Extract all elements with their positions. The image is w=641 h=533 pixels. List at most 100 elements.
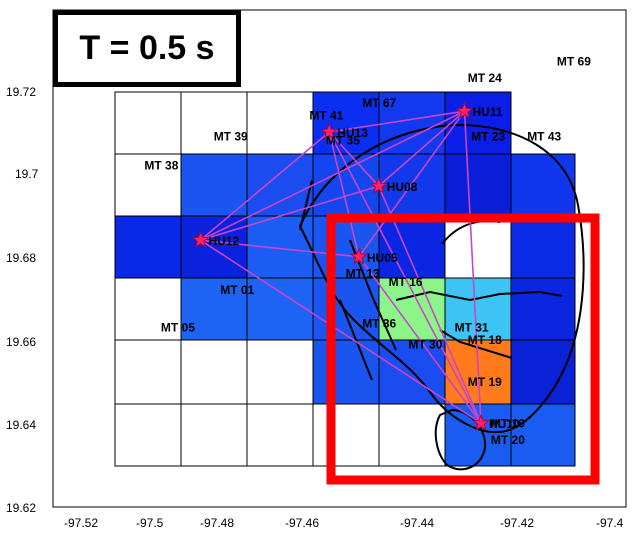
- station-label: MT 01: [220, 283, 254, 297]
- station-label: MT 39: [214, 129, 248, 143]
- y-axis: 19.72 19.7 19.68 19.66 19.64 19.62: [6, 85, 39, 515]
- hypocenter-label: HU10: [489, 417, 520, 431]
- station-label: MT 31: [455, 321, 489, 335]
- cell: [114, 339, 182, 405]
- cell: [180, 339, 248, 405]
- hypocenter-label: HU13: [337, 126, 368, 140]
- station-label: MT 20: [491, 433, 525, 447]
- x-tick-label: -97.5: [136, 516, 164, 530]
- hypocenter-star-icon: [191, 230, 210, 248]
- cell: [444, 91, 512, 155]
- cell: [312, 403, 380, 467]
- cell: [510, 277, 576, 341]
- highlight-box: [326, 213, 600, 485]
- hypocenter-star-icon: [455, 101, 474, 119]
- station-label: MT 23: [471, 129, 505, 143]
- cell: [378, 153, 446, 217]
- cell: [246, 215, 314, 279]
- hypocenter-label: HU12: [209, 234, 240, 248]
- y-tick-label: 19.72: [6, 85, 36, 99]
- hypocenter-label: HU08: [387, 180, 418, 194]
- cell: [114, 91, 182, 155]
- cell: [510, 153, 576, 217]
- y-tick-label: 19.7: [15, 167, 39, 181]
- ray-path: [463, 111, 482, 424]
- cell: [246, 91, 314, 155]
- cell: [444, 153, 512, 217]
- cell: [510, 215, 576, 279]
- ray-path: [200, 239, 482, 424]
- y-tick-label: 19.68: [6, 251, 36, 265]
- y-tick-label: 19.64: [6, 418, 36, 432]
- station-label: MT 05: [161, 321, 195, 335]
- cell: [510, 403, 576, 467]
- cell: [378, 403, 446, 467]
- station-label: MT 67: [362, 96, 396, 110]
- ray-path: [200, 110, 465, 241]
- ray-path: [200, 185, 379, 241]
- cell: [180, 277, 248, 341]
- y-tick-label: 19.66: [6, 335, 36, 349]
- x-tick-label: -97.52: [64, 516, 98, 530]
- x-tick-label: -97.4: [596, 516, 624, 530]
- hypocenter-star-icon: [472, 413, 490, 431]
- cell: [378, 91, 446, 155]
- ray-path: [378, 110, 466, 187]
- hypocenter-star-icon: [369, 176, 388, 194]
- station-label: MT 18: [468, 333, 502, 347]
- ray-path: [377, 185, 482, 424]
- figure-title: T = 0.5 s: [79, 29, 215, 67]
- hypocenter-star-icon: [320, 122, 339, 140]
- cell: [180, 403, 248, 467]
- station-label: MT 10: [491, 416, 525, 430]
- station-label: MT 69: [557, 54, 591, 68]
- x-axis: -97.52 -97.5 -97.48 -97.46 -97.44 -97.42…: [64, 516, 624, 530]
- x-tick-label: -97.46: [285, 516, 319, 530]
- cell: [114, 153, 182, 217]
- cell: [246, 339, 314, 405]
- station-label: MT 41: [309, 109, 343, 123]
- station-label: MT 24: [468, 71, 502, 85]
- x-tick-label: -97.44: [400, 516, 434, 530]
- ray-path: [328, 131, 380, 187]
- ray-path: [328, 131, 482, 424]
- cell: [246, 403, 314, 467]
- ray-paths: [199, 110, 482, 424]
- station-label: MT 35: [326, 133, 360, 147]
- cell: [114, 403, 182, 467]
- station-labels: MT 69 MT 24 MT 67 MT 41 MT 39 MT 23 MT 43 MT 35…: [144, 54, 591, 447]
- cell: [444, 215, 512, 279]
- hypocenter-label: HU11: [473, 105, 503, 119]
- hypocenter-label: HU05: [367, 251, 398, 265]
- station-label: MT 36: [362, 317, 396, 331]
- ray-path: [358, 110, 466, 258]
- ray-path: [328, 131, 360, 257]
- cell: [510, 339, 576, 405]
- cell: [180, 153, 248, 217]
- cell: [246, 277, 314, 341]
- station-label: MT 38: [144, 158, 178, 172]
- x-tick-label: -97.48: [200, 516, 234, 530]
- tomography-cells: [114, 91, 576, 467]
- station-label: MT 13: [346, 267, 380, 281]
- station-label: MT 30: [408, 337, 442, 351]
- cell: [180, 91, 248, 155]
- y-tick-label: 19.62: [6, 501, 36, 515]
- x-tick-label: -97.42: [500, 516, 534, 530]
- hypocenter-star-icon: [350, 247, 368, 265]
- cell: [246, 153, 314, 217]
- cell: [114, 215, 182, 279]
- hypocenter-markers: HU11 HU13 HU08 HU12 HU05 HU10: [191, 101, 520, 431]
- station-label: MT 16: [389, 275, 423, 289]
- station-label: MT 19: [468, 375, 502, 389]
- station-label: MT 43: [527, 129, 561, 143]
- ray-path: [199, 131, 330, 241]
- cell: [312, 215, 380, 279]
- title-box: T = 0.5 s: [53, 10, 241, 87]
- cell: [180, 215, 248, 279]
- ray-path: [329, 110, 465, 133]
- cell: [444, 277, 512, 341]
- ray-path: [358, 256, 482, 424]
- cell: [114, 277, 182, 341]
